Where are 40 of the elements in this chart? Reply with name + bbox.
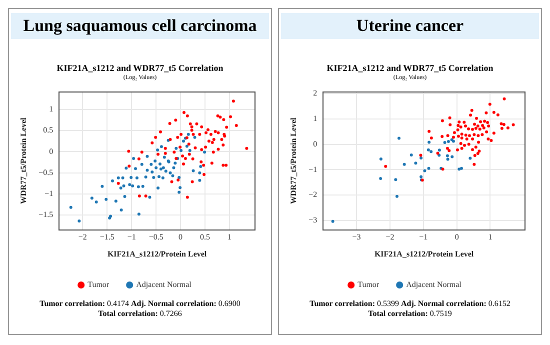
x-tick-label: −0.5 (148, 232, 164, 242)
y-tick-label: 0.5 (43, 126, 54, 135)
y-tick-label: −2 (308, 190, 318, 200)
legend-label: Tumor (88, 280, 110, 290)
legend-label: Tumor (358, 280, 380, 290)
y-tick-label: −1.5 (38, 210, 54, 220)
x-tick-label: 0.5 (200, 232, 210, 242)
x-tick-label: 1 (228, 232, 232, 242)
x-axis-title: KIF21A_s1212/Protein Level (107, 249, 208, 258)
y-tick-label: 1 (49, 104, 54, 114)
legend-label: Adjacent Normal (406, 280, 462, 290)
text: Tumor correlation: 0.4174 Adj. Normal correlation: 0.6900 (38, 299, 242, 309)
y-tick-label: 0 (313, 139, 318, 148)
x-tick-label: −1 (419, 232, 428, 242)
x-tick-label: −2 (78, 232, 87, 242)
chart-title: Lung saquamous cell carcinoma (11, 13, 269, 39)
x-tick-label: −3 (352, 232, 361, 242)
text: Total correlation: 0.7519 (367, 309, 453, 319)
text: Total correlation: 0.7266 (97, 309, 183, 319)
text: Tumor correlation: 0.5399 Adj. Normal correlation: 0.6152 (308, 299, 512, 309)
y-tick-label: −0.5 (38, 168, 54, 177)
x-tick-label: 0 (454, 232, 459, 242)
legend-label: Adjacent Normal (136, 280, 192, 290)
y-tick-label: −1 (308, 164, 318, 174)
x-tick-label: 0 (178, 232, 183, 242)
y-tick-label: 1 (313, 114, 318, 124)
chart-title: Uterine cancer (281, 13, 539, 39)
y-tick-label: 0 (49, 146, 54, 156)
chart-subtitle: KIF21A_s1212 and WDR77_t5 Correlation (56, 63, 224, 73)
x-tick-label: −1 (127, 232, 136, 242)
x-tick-label: −1.5 (100, 232, 114, 242)
y-tick-label: −3 (308, 216, 318, 225)
x-axis-title: KIF21A_s1212/Protein Level (374, 249, 474, 258)
x-tick-label: −2 (386, 232, 394, 242)
y-axis-title: WDR77_t5/Protein Level (18, 116, 28, 204)
chart-subtitle: KIF21A_s1212 and WDR77_t5 Correlation (326, 63, 494, 73)
y-tick-label: 2 (313, 88, 318, 98)
x-tick-label: 1 (488, 232, 492, 242)
y-tick-label: −1 (44, 189, 54, 198)
y-axis-title: WDR77_t5/Protein Level (288, 116, 298, 204)
